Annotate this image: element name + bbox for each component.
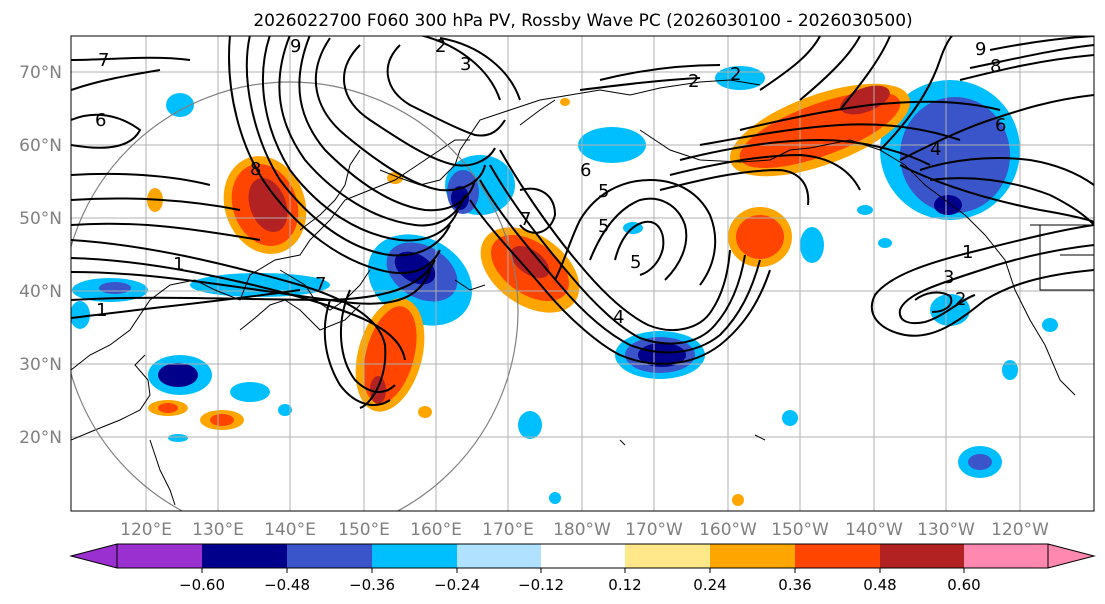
colorbar-tick: −0.60 bbox=[179, 576, 225, 594]
lon-label: 120°W bbox=[991, 520, 1049, 540]
contour-label: 6 bbox=[95, 110, 106, 131]
contour-label: 2 bbox=[955, 289, 966, 310]
lat-label: 70°N bbox=[19, 63, 62, 83]
lat-label: 50°N bbox=[19, 209, 62, 229]
colorbar-segment bbox=[964, 544, 1048, 568]
contour-label: 4 bbox=[613, 307, 624, 328]
colorbar-extend-min bbox=[69, 543, 118, 569]
contour-label: 5 bbox=[630, 252, 641, 273]
lon-label: 160°W bbox=[699, 520, 757, 540]
lon-label: 130°W bbox=[917, 520, 975, 540]
contour-label: 1 bbox=[96, 300, 107, 321]
colorbar-segment bbox=[202, 544, 287, 568]
contour-label: 7 bbox=[315, 274, 326, 295]
lat-label: 60°N bbox=[19, 136, 62, 156]
lon-label: 120°E bbox=[120, 520, 172, 540]
contour-label: 5 bbox=[598, 216, 609, 237]
contour-label: 1 bbox=[173, 254, 184, 275]
contour-label: 6 bbox=[995, 115, 1006, 136]
lon-label: 170°E bbox=[482, 520, 534, 540]
colorbar-segment bbox=[541, 544, 625, 568]
coastlines bbox=[71, 79, 1094, 506]
lon-label: 140°W bbox=[845, 520, 903, 540]
longitude-labels: 120°E 130°E 140°E 150°E 160°E 170°E 180°… bbox=[120, 520, 1049, 540]
contour-label: 9 bbox=[975, 39, 986, 60]
contour-label: 8 bbox=[990, 56, 1001, 77]
contour-label: 9 bbox=[290, 36, 301, 57]
colorbar-segment bbox=[117, 544, 202, 568]
lat-label: 30°N bbox=[19, 355, 62, 375]
contour-label: 6 bbox=[580, 160, 591, 181]
colorbar-tick: 0.24 bbox=[693, 576, 726, 594]
colorbar-tick: −0.36 bbox=[349, 576, 395, 594]
contour-label: 5 bbox=[598, 181, 609, 202]
colorbar-tick: 0.48 bbox=[863, 576, 896, 594]
contour-label: 7 bbox=[520, 209, 531, 230]
pv-contours bbox=[71, 36, 1094, 409]
lon-label: 180°W bbox=[553, 520, 611, 540]
map-title: 2026022700 F060 300 hPa PV, Rossby Wave … bbox=[253, 11, 912, 31]
lat-label: 40°N bbox=[19, 282, 62, 302]
lon-label: 160°E bbox=[410, 520, 462, 540]
colorbar-segment bbox=[625, 544, 710, 568]
colorbar-tick: −0.12 bbox=[518, 576, 564, 594]
lat-label: 20°N bbox=[19, 428, 62, 448]
contour-label: 3 bbox=[460, 54, 471, 75]
colorbar-tick: −0.48 bbox=[264, 576, 310, 594]
contour-label: 2 bbox=[435, 36, 446, 57]
colorbar-extend-max bbox=[1047, 543, 1096, 569]
region-circle bbox=[71, 81, 519, 511]
colorbar-segment bbox=[287, 544, 372, 568]
contour-label: 4 bbox=[930, 139, 941, 160]
colorbar-tick: 0.12 bbox=[608, 576, 641, 594]
map-border bbox=[70, 35, 1095, 512]
contour-label: 3 bbox=[943, 267, 954, 288]
lon-label: 170°W bbox=[625, 520, 683, 540]
map-area: 7 6 1 1 7 2 3 9 8 7 6 4 2 5 5 5 4 1 3 2 … bbox=[71, 36, 1094, 511]
colorbar-tick: 0.36 bbox=[778, 576, 811, 594]
colorbar-tick: −0.24 bbox=[434, 576, 480, 594]
contour-label: 8 bbox=[250, 159, 261, 180]
lon-label: 140°E bbox=[264, 520, 316, 540]
colorbar-tick: 0.60 bbox=[947, 576, 980, 594]
colorbar-segment bbox=[880, 544, 964, 568]
colorbar-segment bbox=[795, 544, 880, 568]
contour-labels: 7 6 1 1 7 2 3 9 8 7 6 4 2 5 5 5 4 1 3 2 … bbox=[95, 36, 1006, 328]
colorbar-segment bbox=[372, 544, 457, 568]
lon-label: 150°E bbox=[338, 520, 390, 540]
lon-label: 130°E bbox=[192, 520, 244, 540]
contour-label: 2 bbox=[688, 71, 699, 92]
contour-label: 1 bbox=[962, 242, 973, 263]
colorbar-segment bbox=[710, 544, 795, 568]
contour-label: 7 bbox=[98, 50, 109, 71]
latitude-labels: 70°N 60°N 50°N 40°N 30°N 20°N bbox=[19, 63, 62, 448]
lon-label: 150°W bbox=[771, 520, 829, 540]
colorbar-segment bbox=[457, 544, 541, 568]
contour-label: 2 bbox=[730, 64, 741, 85]
colorbar: −0.60 −0.48 −0.36 −0.24 −0.12 0.12 0.24 … bbox=[69, 543, 1096, 594]
